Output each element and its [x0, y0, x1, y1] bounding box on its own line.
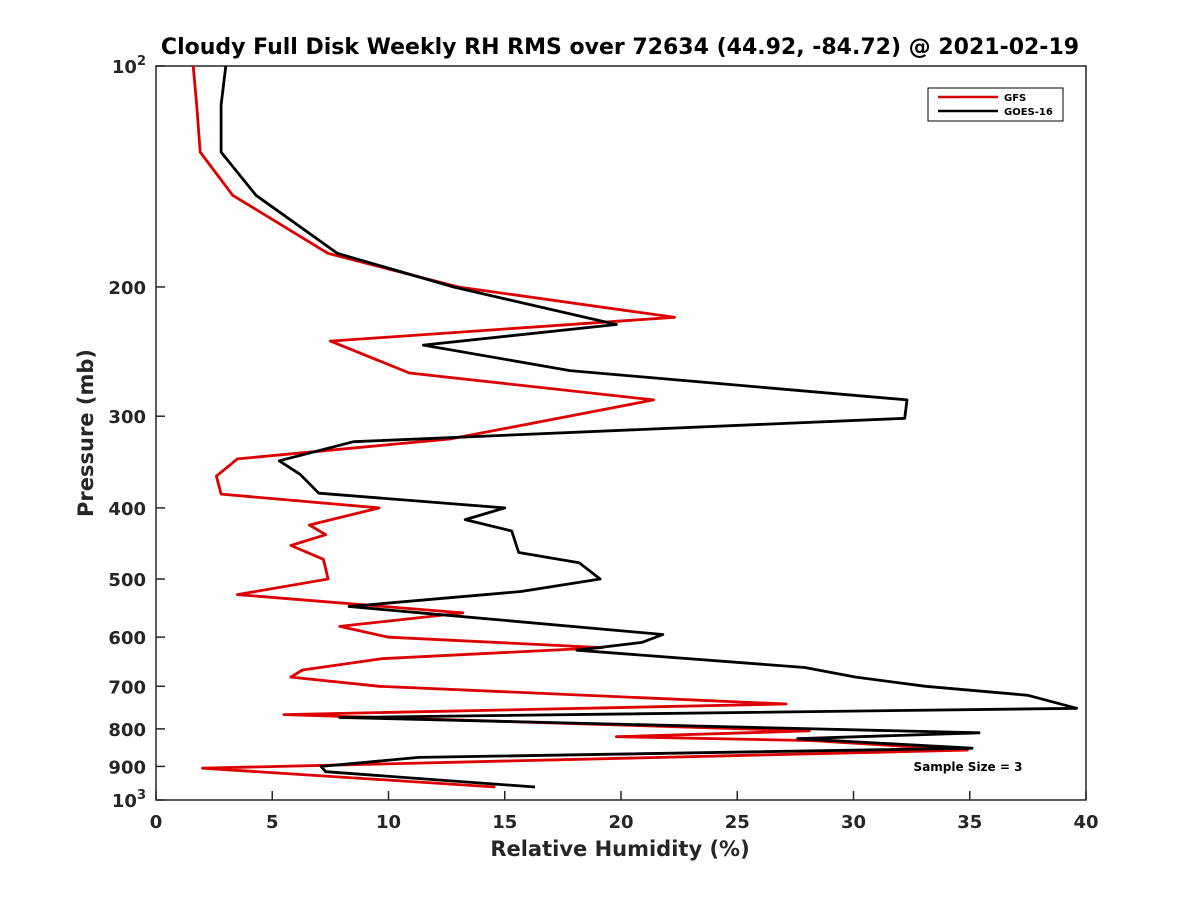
- x-axis-label: Relative Humidity (%): [490, 837, 749, 861]
- y-tick-label: 700: [108, 677, 146, 698]
- x-tick-label: 40: [1073, 812, 1098, 833]
- x-tick-label: 10: [376, 812, 401, 833]
- legend-box: [927, 87, 1064, 122]
- x-tick-label: 25: [725, 812, 750, 833]
- y-tick-label: 600: [108, 628, 146, 649]
- y-tick-label: 300: [108, 407, 146, 428]
- x-tick-label: 15: [492, 812, 517, 833]
- x-tick-label: 0: [150, 812, 163, 833]
- y-tick-label: 103: [112, 788, 146, 812]
- x-tick-label: 5: [266, 812, 279, 833]
- series-line-goes16: [219, 65, 1079, 789]
- y-axis-label: Pressure (mb): [74, 349, 98, 517]
- legend-label-goes16: GOES-16: [1004, 107, 1053, 118]
- legend: GFS GOES-16: [927, 87, 1064, 122]
- legend-label-gfs: GFS: [1004, 93, 1026, 104]
- y-tick-label: 900: [108, 757, 146, 778]
- y-axis: 102 200 300 400 500 600 700 800 900 103: [108, 54, 165, 812]
- y-tick-label: 800: [108, 720, 146, 741]
- x-axis: 0 5 10 15 20 25 30 35 40: [150, 791, 1099, 833]
- y-tick-label: 200: [108, 278, 146, 299]
- x-tick-label: 20: [608, 812, 633, 833]
- series-lines: [191, 65, 1079, 789]
- x-tick-label: 35: [957, 812, 982, 833]
- y-tick-label: 102: [112, 54, 146, 78]
- chart-title: Cloudy Full Disk Weekly RH RMS over 7263…: [161, 35, 1079, 60]
- y-tick-label: 400: [108, 499, 146, 520]
- sample-size-annotation: Sample Size = 3: [914, 760, 1023, 774]
- y-tick-label: 500: [108, 570, 146, 591]
- series-line-gfs: [191, 65, 969, 789]
- plot-area: [155, 65, 1087, 801]
- x-tick-label: 30: [841, 812, 866, 833]
